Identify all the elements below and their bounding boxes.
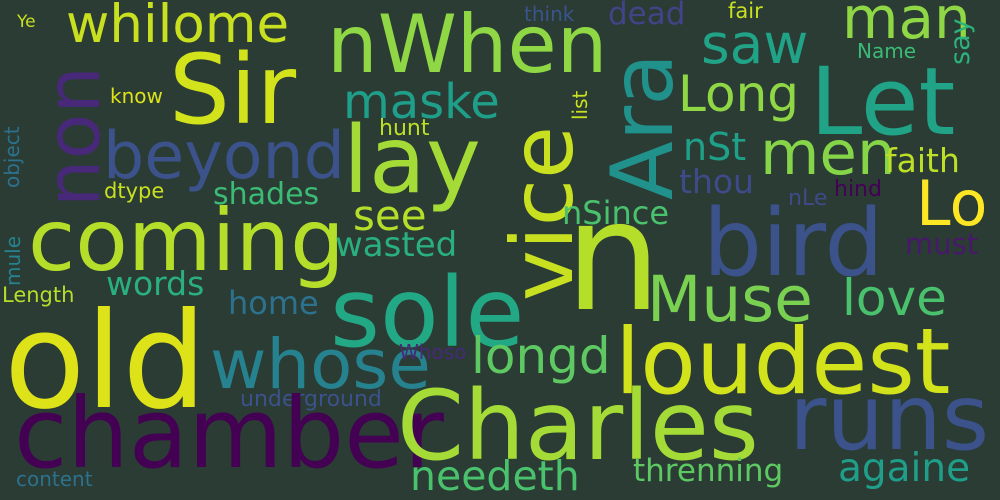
word-see: see: [353, 191, 427, 240]
word-dead: dead: [608, 0, 686, 32]
word-mule: mule: [1, 235, 25, 286]
word-think: think: [524, 2, 575, 26]
word-men: men: [760, 118, 896, 189]
word-sir: Sir: [169, 34, 297, 146]
word-sole: sole: [330, 257, 525, 369]
word-non: non: [29, 66, 117, 207]
word-ye: Ye: [17, 12, 36, 32]
word-dtype: dtype: [104, 179, 165, 203]
word-words: words: [106, 264, 205, 303]
word-longd: longd: [471, 327, 611, 385]
word-long: Long: [678, 65, 799, 123]
word-threnning: threnning: [633, 453, 784, 489]
word-hind: hind: [834, 177, 882, 202]
word-whoso: Whoso: [399, 340, 467, 364]
word-name: Name: [857, 39, 917, 63]
word-underground: underground: [240, 387, 382, 412]
word-n: n: [565, 168, 662, 345]
word-content: content: [16, 467, 93, 491]
word-whose: whose: [210, 325, 431, 405]
word-let: Let: [810, 48, 956, 157]
word-know: know: [110, 84, 163, 108]
word-fair: fair: [728, 0, 763, 23]
word-nwhen: nWhen: [327, 0, 608, 91]
word-coming: coming: [28, 191, 345, 291]
word-charles: Charles: [397, 370, 759, 482]
word-must: must: [905, 227, 979, 261]
word-wasted: wasted: [335, 225, 458, 265]
word-home: home: [228, 284, 319, 322]
word-love: love: [842, 269, 947, 327]
word-saw: saw: [701, 12, 809, 76]
word-hunt: hunt: [379, 116, 430, 141]
word-old: old: [4, 285, 207, 439]
word-againe: againe: [838, 446, 971, 491]
word-runs: runs: [789, 366, 990, 471]
word-beyond: beyond: [103, 119, 345, 194]
word-needeth: needeth: [410, 452, 580, 500]
word-man: man: [842, 0, 971, 52]
word-nst: nSt: [683, 125, 747, 169]
word-nsince: nSince: [562, 194, 670, 232]
word-lo: Lo: [916, 167, 988, 240]
word-loudest: loudest: [615, 310, 951, 415]
word-thou: thou: [679, 162, 754, 201]
word-whilome: whilome: [66, 0, 290, 55]
word-lay: lay: [343, 106, 481, 214]
word-object: object: [0, 126, 24, 188]
word-faith: faith: [885, 141, 960, 180]
word-list: list: [568, 90, 592, 120]
word-nle: nLe: [788, 186, 828, 211]
word-chamber: chamber: [14, 377, 444, 490]
word-muse: Muse: [647, 263, 813, 336]
word-length: Length: [2, 283, 75, 307]
word-maske: maske: [343, 74, 500, 130]
word-shades: shades: [213, 177, 320, 212]
word-bird: bird: [703, 189, 884, 297]
